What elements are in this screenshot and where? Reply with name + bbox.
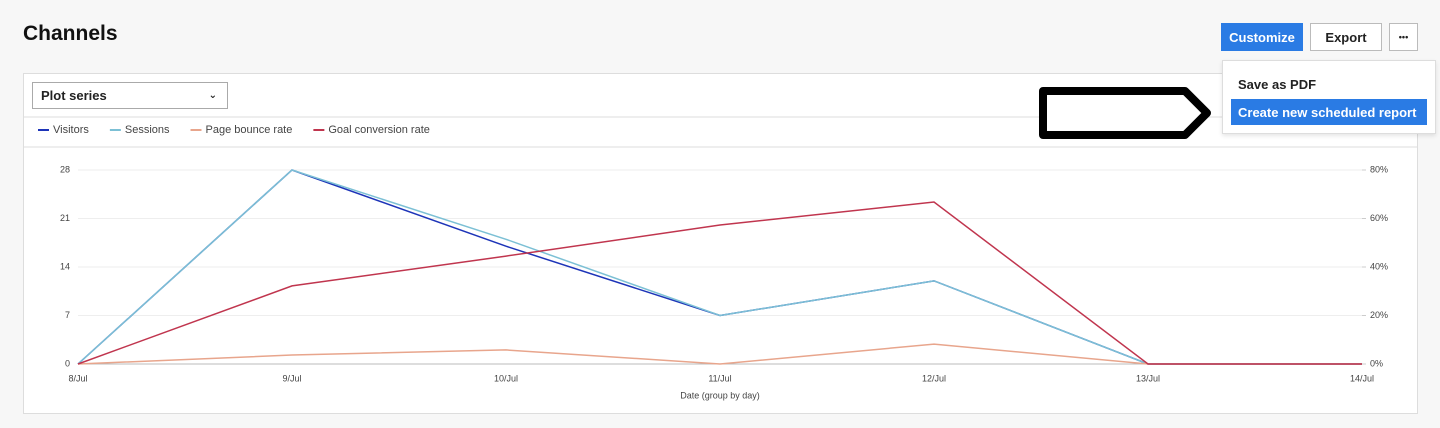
menu-item[interactable]: Save as PDF <box>1238 76 1317 92</box>
dropdown-menu: Save as PDF Create new scheduled report <box>1222 60 1436 134</box>
y2-tick-label: 60% <box>1370 213 1388 223</box>
x-axis-title: Date (group by day) <box>680 390 760 400</box>
x-tick-label: 14/Jul <box>1350 373 1374 383</box>
chevron: ⌄ <box>208 90 217 101</box>
y-tick-label: 0 <box>65 358 70 368</box>
legend-label: Page bounce rate <box>206 124 293 136</box>
y2-tick-label: 80% <box>1370 164 1388 174</box>
more-button[interactable]: ••• <box>1389 23 1418 51</box>
legend-label: Visitors <box>53 124 89 136</box>
legend-label: Sessions <box>125 124 170 136</box>
y-tick-label: 21 <box>60 213 70 223</box>
y2-tick-label: 0% <box>1370 358 1383 368</box>
x-tick-label: 13/Jul <box>1136 373 1160 383</box>
legend: Visitors Sessions Page bounce rate Goal con… <box>38 124 430 136</box>
series-line <box>77 201 1362 365</box>
y2-tick-label: 20% <box>1370 310 1388 320</box>
y-tick-label: 28 <box>60 164 70 174</box>
x-tick-label: 8/Jul <box>68 373 87 383</box>
customize-button[interactable]: Customize <box>1221 23 1303 51</box>
x-tick-label: 11/Jul <box>708 373 731 383</box>
x-tick-label: 10/Jul <box>494 373 518 383</box>
y2-tick-label: 40% <box>1370 261 1388 271</box>
annotation-arrow <box>1039 87 1211 139</box>
x-tick-label: 12/Jul <box>922 373 946 383</box>
series-line <box>77 343 1362 365</box>
x-tick-label: 9/Jul <box>282 373 301 383</box>
y-tick-label: 14 <box>60 261 70 271</box>
y-tick-label: 7 <box>65 310 70 320</box>
page-title: Channels <box>23 22 118 45</box>
menu-item[interactable]: Create new scheduled report <box>1231 99 1427 125</box>
legend-label: Goal conversion rate <box>328 124 430 136</box>
plot-series-select[interactable]: Plot series ⌄ <box>32 82 228 109</box>
select-label: Plot series <box>41 88 107 103</box>
export-button[interactable]: Export <box>1310 23 1382 51</box>
